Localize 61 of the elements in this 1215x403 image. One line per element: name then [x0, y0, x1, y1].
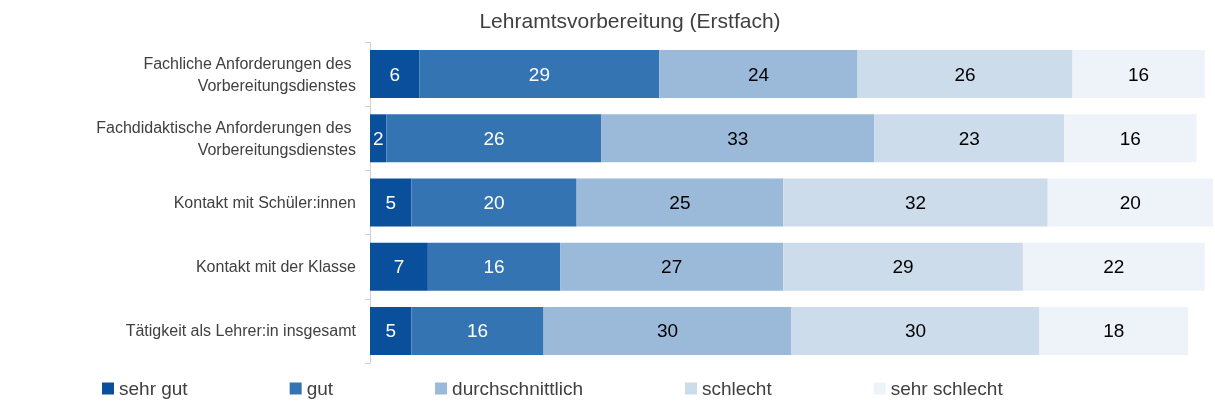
data-label: 30: [904, 320, 927, 342]
bar: [874, 114, 1065, 163]
bar: [783, 178, 1048, 227]
bar: [370, 178, 412, 227]
bar: [601, 114, 875, 163]
data-label: 23: [958, 127, 980, 149]
data-label: 5: [385, 320, 396, 342]
data-label: 20: [483, 192, 505, 213]
bar: [370, 114, 387, 163]
legend-label: schlecht: [702, 378, 773, 399]
bar: [370, 50, 420, 99]
bar: [1064, 114, 1197, 163]
data-label: 6: [389, 63, 401, 85]
y-tick-label: Fachliche Anforderungen des Vorbereitungsdienstes: [143, 54, 356, 94]
data-label: 26: [954, 63, 976, 85]
data-label: 16: [1128, 63, 1150, 85]
bar: [427, 242, 561, 291]
data-label: 7: [393, 256, 405, 278]
y-tick-label: Kontakt mit Schüler:innen: [173, 194, 356, 211]
legend-label: gut: [306, 378, 334, 399]
data-label: 26: [483, 127, 505, 149]
data-label: 24: [747, 63, 770, 85]
y-tick-label: Kontakt mit der Klasse: [195, 258, 357, 276]
data-label: 16: [1119, 127, 1141, 149]
data-label: 2: [372, 127, 384, 149]
data-label: 16: [466, 320, 489, 342]
bar: [783, 242, 1023, 291]
data-label: 22: [1103, 256, 1125, 278]
bar: [659, 50, 858, 99]
legend-label: sehr gut: [119, 378, 189, 399]
data-label: 5: [385, 192, 396, 213]
bar: [543, 306, 792, 355]
bar: [411, 178, 577, 227]
y-tick-label: Fachdidaktische Anforderungen des Vorbereitungsdienstes: [96, 118, 356, 158]
legend-label: durchschnittlich: [452, 378, 584, 399]
data-label: 32: [904, 192, 927, 213]
data-label: 27: [661, 256, 683, 278]
bar: [386, 114, 602, 163]
y-tick-label: Tätigkeit als Lehrer:in insgesamt: [125, 322, 357, 340]
legend-label: sehr schlecht: [890, 378, 1004, 399]
data-label: 29: [892, 256, 914, 278]
data-label: 20: [1119, 192, 1141, 213]
bar: [1039, 306, 1189, 355]
data-label: 18: [1103, 320, 1125, 342]
bar: [1022, 242, 1205, 291]
bar: [1047, 178, 1213, 227]
chart-title: Lehramtsvorbereitung (Erstfach): [479, 9, 781, 32]
bar: [370, 306, 412, 355]
data-label: 30: [656, 320, 679, 342]
bar: [411, 306, 544, 355]
data-label: 25: [669, 192, 691, 213]
bar: [419, 50, 660, 99]
bar: [576, 178, 784, 227]
data-label: 33: [727, 127, 749, 149]
bar: [370, 242, 428, 291]
bar: [560, 242, 784, 291]
bar: [1072, 50, 1205, 99]
data-label: 29: [528, 63, 550, 85]
bar: [791, 306, 1040, 355]
data-label: 16: [483, 256, 505, 278]
bar: [857, 50, 1073, 99]
